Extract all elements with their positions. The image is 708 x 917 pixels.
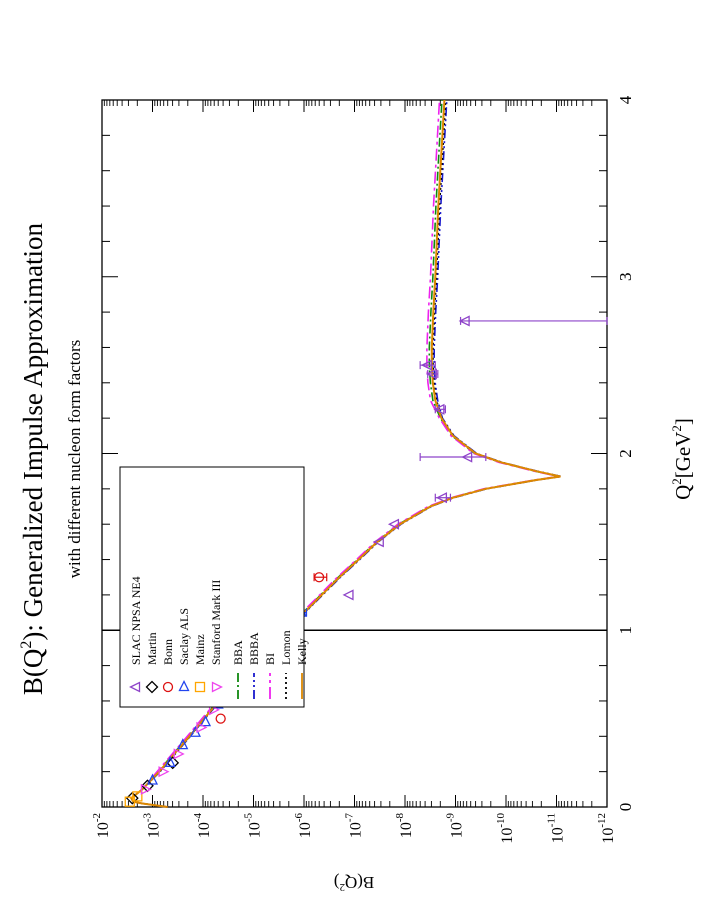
legend-label-bbba: BBBA <box>247 632 261 665</box>
point-bonn <box>215 713 226 724</box>
curve-kelly <box>130 99 561 808</box>
point-martin <box>125 791 139 805</box>
y-tick-label: 10-3 <box>142 813 163 839</box>
y-axis-label: B(Q2) <box>334 873 374 893</box>
point-stanford-mark-iii <box>173 748 185 760</box>
point-slac-npsa-ne4 <box>458 315 470 327</box>
legend-box <box>119 466 305 708</box>
legend-label-saclay-als: Saclay ALS <box>177 608 191 665</box>
chart-title: B(Q2): Generalized Impulse Approximation <box>18 222 48 695</box>
y-tick-label: 10-2 <box>91 813 112 838</box>
x-tick-label: 0 <box>616 803 635 812</box>
point-slac-npsa-ne4 <box>433 403 445 415</box>
legend-label-bba: BBA <box>231 640 245 665</box>
point-stanford-mark-iii <box>196 721 208 734</box>
point-slac-npsa-ne4 <box>461 451 473 463</box>
point-mainz <box>124 796 135 807</box>
point-slac-npsa-ne4 <box>387 518 400 530</box>
curve-bba <box>130 99 560 808</box>
y-tick-label: 10-5 <box>243 813 264 839</box>
x-tick-label: 3 <box>616 273 635 282</box>
y-tick-label: 10-12 <box>596 813 617 844</box>
point-bonn <box>313 572 325 583</box>
chart-subtitle: with different nucleon form factors <box>65 340 84 579</box>
y-tick-label: 10-10 <box>495 813 516 844</box>
point-stanford-mark-iii <box>158 766 170 778</box>
legend: SLAC NPSA NE4 Martin Bonn Saclay ALS Mainz St… <box>129 576 309 699</box>
legend-marker-mainz <box>194 681 206 693</box>
point-slac-npsa-ne4 <box>342 589 354 601</box>
point-slac-npsa-ne4 <box>435 492 448 504</box>
legend-marker-bonn <box>162 681 174 693</box>
point-slac-npsa-ne4 <box>372 536 384 548</box>
legend-label-slac-npsa-ne4: SLAC NPSA NE4 <box>129 576 143 665</box>
legend-marker-martin <box>145 680 159 694</box>
x-tick-label: 2 <box>616 449 635 458</box>
y-tick-label: 10-6 <box>293 813 314 839</box>
legend-label-stanford-mark-iii: Stanford Mark III <box>209 580 223 665</box>
point-stanford-mark-iii <box>140 783 152 795</box>
point-saclay-als <box>164 755 176 767</box>
x-tick-label: 1 <box>616 626 635 635</box>
x-tick-label: 4 <box>616 95 635 104</box>
y-tick-label: 10-11 <box>546 813 567 843</box>
point-saclay-als <box>146 773 159 785</box>
legend-label-lomon: Lomon <box>279 630 293 665</box>
legend-label-bi: BI <box>263 653 277 665</box>
y-tick-label: 10-7 <box>344 813 365 839</box>
y-axis-ticks: 10-2 10-3 10-4 10-5 10-6 10-7 10-8 10-9 10-10 10-… <box>91 100 617 844</box>
legend-label-martin: Martin <box>145 632 159 665</box>
y-tick-label: 10-9 <box>445 813 466 839</box>
point-slac-npsa-ne4 <box>420 359 432 371</box>
point-saclay-als <box>199 715 212 727</box>
legend-marker-saclay-als <box>178 680 190 692</box>
legend-label-bonn: Bonn <box>161 639 175 665</box>
point-stanford-mark-iii <box>208 704 221 716</box>
point-mainz <box>132 791 143 802</box>
point-slac-npsa-ne4 <box>425 368 437 380</box>
point-martin <box>141 779 154 793</box>
legend-marker-slac-npsa-ne4 <box>129 681 141 693</box>
x-axis-label: Q2[GeV2] <box>669 418 695 500</box>
legend-label-mainz: Mainz <box>193 634 207 665</box>
point-saclay-als <box>177 738 189 750</box>
y-tick-label: 10-8 <box>394 813 415 839</box>
legend-marker-stanford-mark-iii <box>211 681 223 693</box>
y-tick-label: 10-4 <box>192 813 213 839</box>
legend-label-kelly: Kelly <box>295 638 309 665</box>
